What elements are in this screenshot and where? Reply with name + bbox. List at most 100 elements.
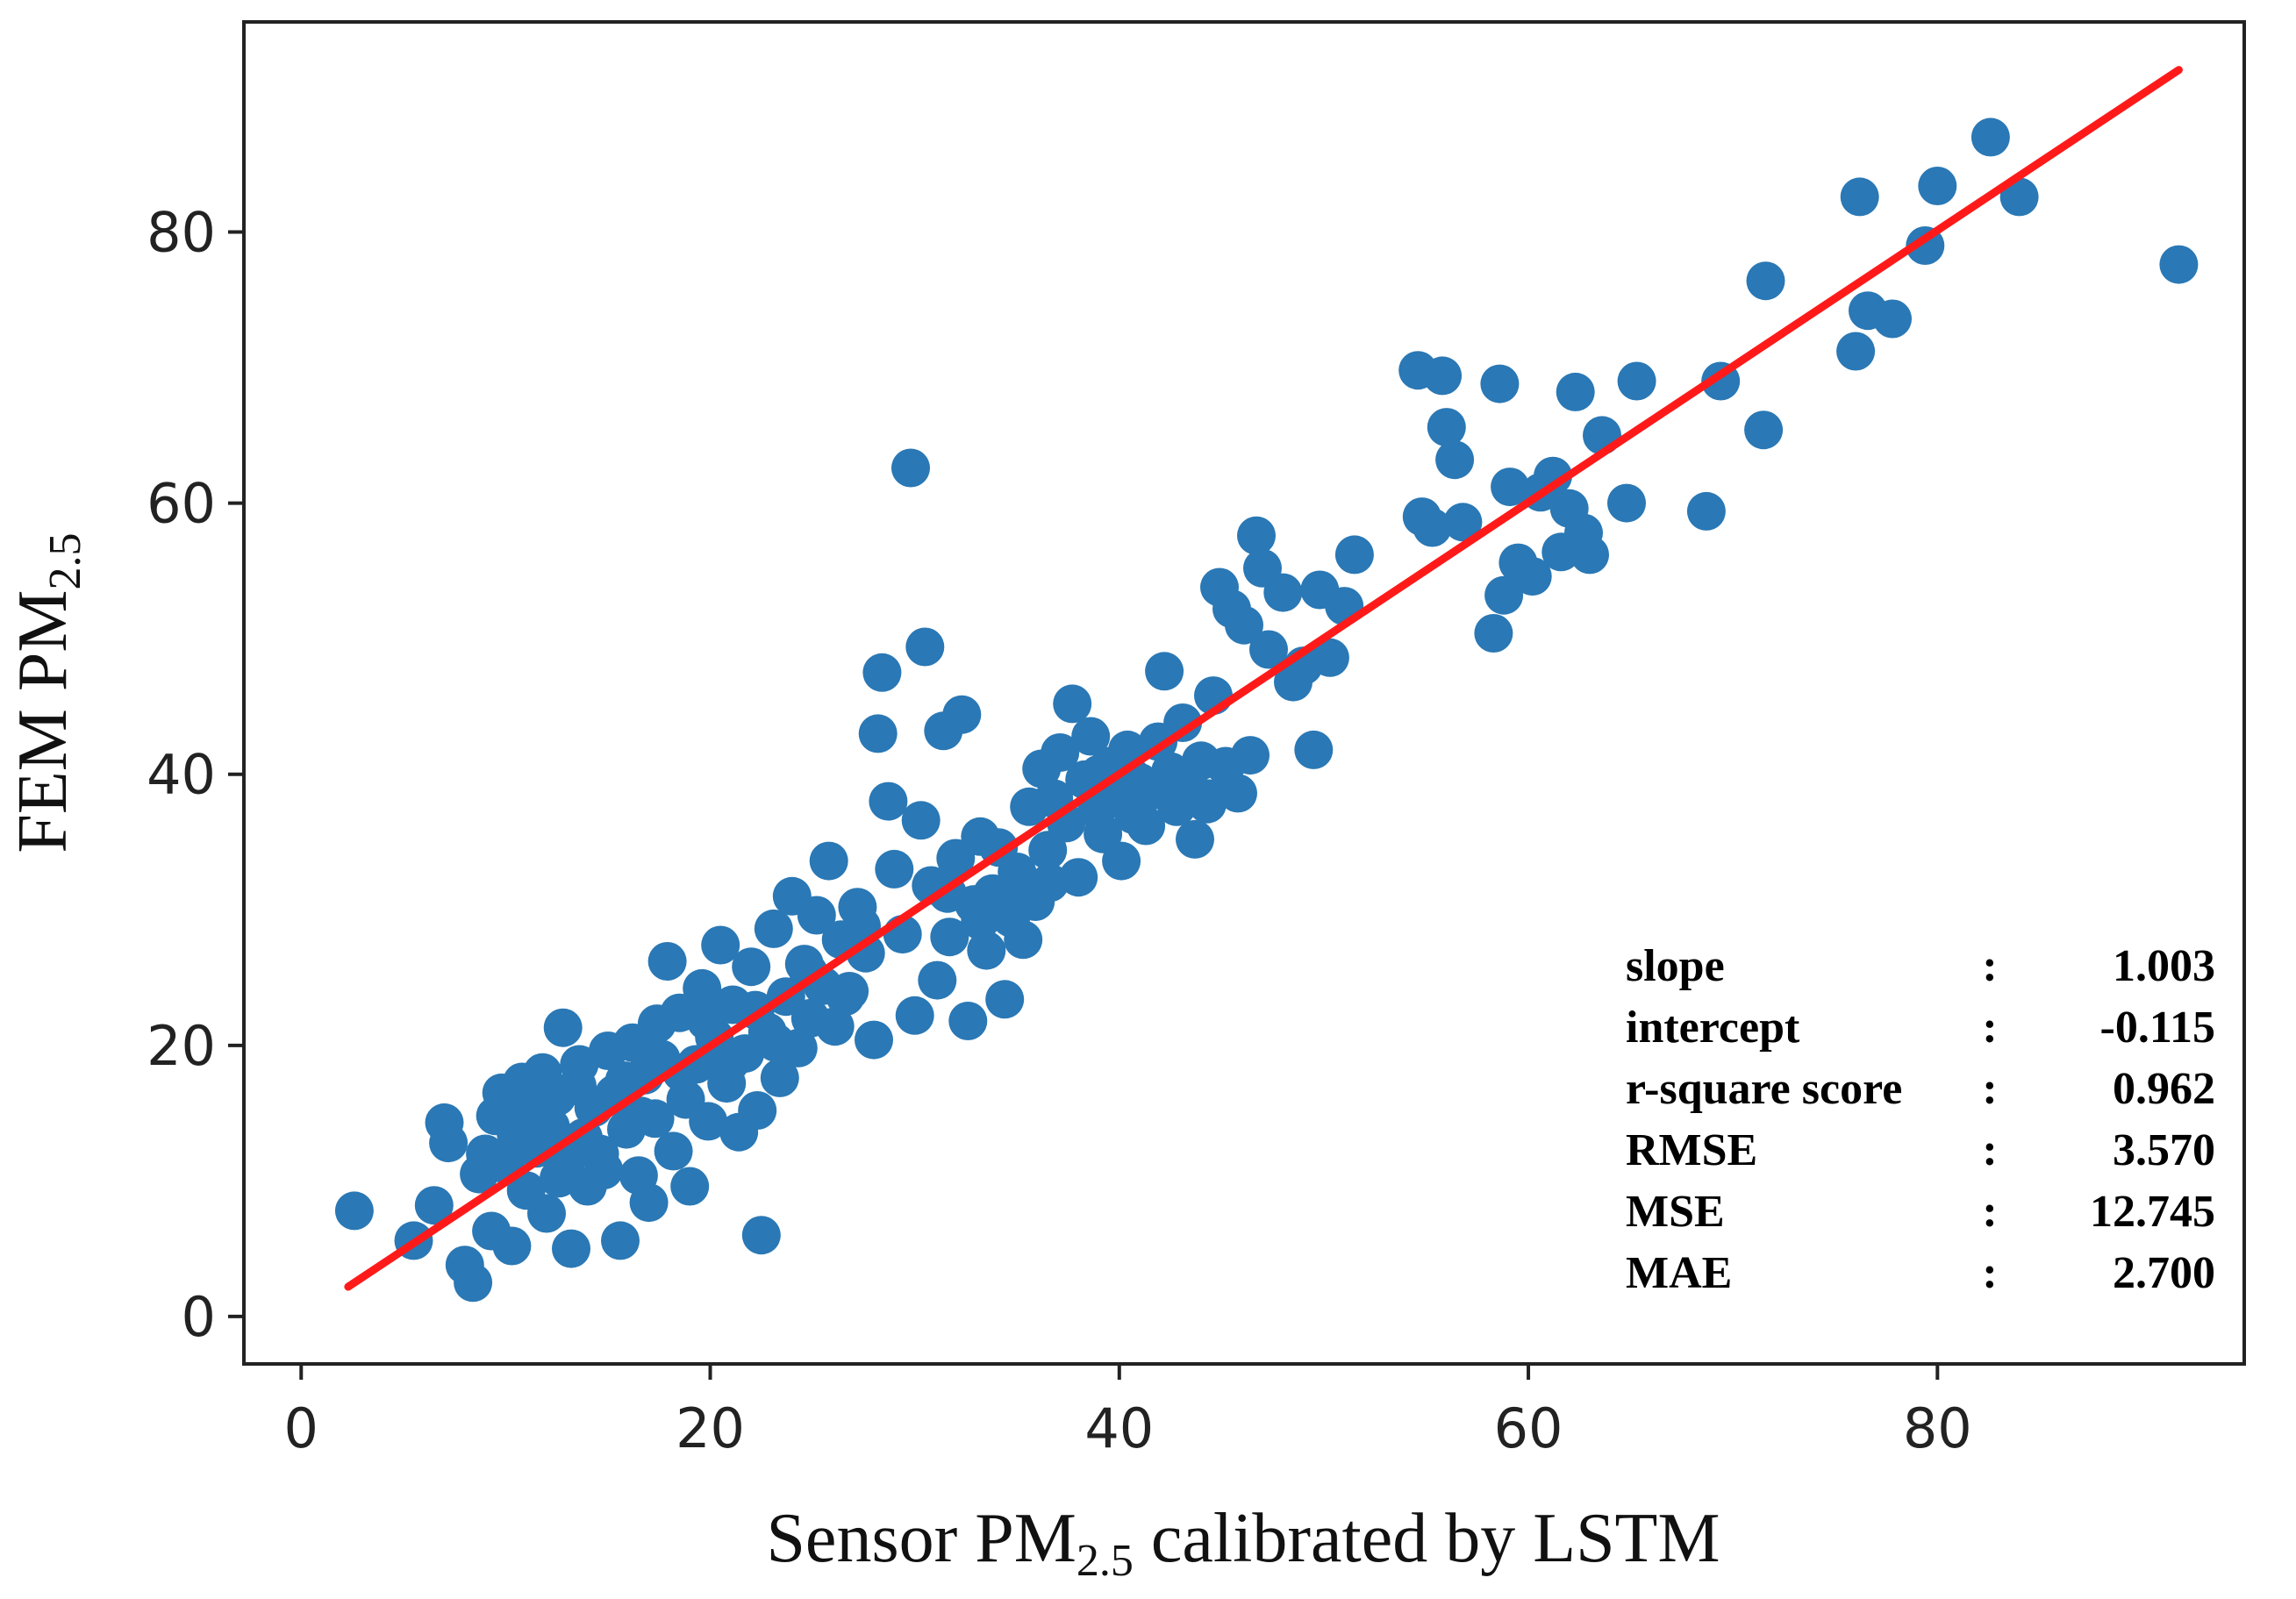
data-point bbox=[1334, 535, 1374, 575]
data-point bbox=[429, 1124, 468, 1163]
data-point bbox=[1030, 863, 1069, 903]
data-point bbox=[961, 901, 1000, 940]
data-point bbox=[741, 1216, 781, 1255]
y-tick-label: 80 bbox=[147, 201, 216, 265]
data-point bbox=[1225, 605, 1263, 645]
data-point bbox=[1423, 356, 1463, 396]
data-point bbox=[875, 849, 914, 889]
data-point bbox=[809, 841, 848, 881]
data-point bbox=[1263, 573, 1303, 612]
x-tick-label: 0 bbox=[284, 1396, 318, 1460]
data-point bbox=[1836, 332, 1876, 371]
data-point bbox=[1686, 491, 1726, 531]
data-point bbox=[1491, 468, 1530, 507]
data-point bbox=[490, 1082, 530, 1122]
stat-separator: : bbox=[1982, 1064, 1997, 1114]
data-point bbox=[1534, 456, 1572, 496]
data-point bbox=[711, 1042, 750, 1081]
stat-label: RMSE bbox=[1626, 1125, 1757, 1175]
data-point bbox=[683, 968, 722, 1008]
plot-frame bbox=[242, 20, 2246, 1366]
y-axis-title-sub: 2.5 bbox=[40, 532, 90, 589]
data-point bbox=[918, 960, 957, 1000]
data-point bbox=[1840, 177, 1879, 217]
stat-label: MSE bbox=[1626, 1187, 1725, 1237]
data-point bbox=[629, 1183, 669, 1223]
data-point bbox=[552, 1229, 590, 1268]
stats-box: slope: 1.003 intercept: -0.115 r-square scor… bbox=[1626, 941, 2215, 1298]
fit-line bbox=[344, 66, 2183, 1291]
data-point bbox=[1127, 806, 1166, 846]
data-point bbox=[584, 1151, 624, 1189]
data-point bbox=[1053, 684, 1092, 724]
x-tick-label: 40 bbox=[1084, 1396, 1154, 1460]
data-point bbox=[901, 801, 941, 840]
stat-value: 12.745 bbox=[2090, 1187, 2215, 1237]
x-tick-label: 80 bbox=[1903, 1396, 1972, 1460]
stat-value: -0.115 bbox=[2100, 1003, 2215, 1053]
data-point bbox=[492, 1226, 532, 1266]
data-point bbox=[1480, 364, 1520, 403]
data-point bbox=[967, 931, 1006, 970]
data-point bbox=[1102, 841, 1141, 881]
stat-separator: : bbox=[1982, 941, 1997, 991]
data-point bbox=[905, 627, 945, 667]
data-point bbox=[1570, 535, 1609, 575]
data-point bbox=[1112, 757, 1151, 796]
data-point bbox=[1474, 614, 1513, 653]
data-point bbox=[985, 980, 1025, 1019]
data-point bbox=[869, 782, 908, 821]
data-point bbox=[1028, 831, 1068, 870]
x-tick-label: 20 bbox=[676, 1396, 745, 1460]
data-point bbox=[930, 917, 969, 957]
data-point bbox=[543, 1008, 583, 1047]
data-point bbox=[689, 1102, 728, 1141]
data-point bbox=[1971, 118, 2010, 157]
x-axis: 0 20 40 60 80 bbox=[284, 1364, 1972, 1460]
data-point bbox=[895, 996, 934, 1035]
data-point bbox=[738, 1091, 777, 1130]
data-point bbox=[1427, 408, 1466, 447]
x-axis-title-pre: Sensor PM bbox=[766, 1500, 1076, 1577]
data-point bbox=[540, 1159, 578, 1198]
data-point bbox=[855, 1020, 893, 1060]
data-point bbox=[732, 947, 771, 987]
data-point bbox=[1059, 858, 1098, 897]
data-point bbox=[654, 1131, 693, 1171]
data-point bbox=[1294, 730, 1334, 769]
data-point bbox=[1249, 630, 1288, 669]
data-point bbox=[454, 1263, 493, 1303]
x-tick-label: 60 bbox=[1494, 1396, 1563, 1460]
data-point bbox=[1513, 557, 1552, 596]
data-point bbox=[948, 1002, 988, 1040]
data-point bbox=[701, 925, 740, 965]
data-point bbox=[1999, 177, 2039, 217]
x-axis-title-post: calibrated by LSTM bbox=[1134, 1500, 1720, 1577]
data-point bbox=[1163, 703, 1203, 742]
data-point bbox=[789, 953, 828, 992]
data-point bbox=[647, 942, 687, 981]
y-tick-label: 60 bbox=[147, 472, 216, 536]
data-point bbox=[1041, 733, 1080, 772]
data-point bbox=[621, 1096, 661, 1136]
data-point bbox=[527, 1194, 566, 1233]
data-point bbox=[1176, 819, 1214, 859]
data-point bbox=[2159, 245, 2199, 284]
y-axis: 0 20 40 60 80 bbox=[147, 201, 244, 1349]
data-point bbox=[1873, 299, 1912, 339]
data-point bbox=[993, 868, 1033, 908]
data-point bbox=[515, 1115, 554, 1154]
data-point bbox=[797, 896, 836, 935]
stat-label: intercept bbox=[1626, 1003, 1800, 1053]
data-point bbox=[670, 1167, 710, 1206]
stat-separator: : bbox=[1982, 1125, 1997, 1175]
data-point bbox=[1219, 774, 1257, 813]
data-point bbox=[1071, 717, 1111, 756]
data-point bbox=[826, 977, 865, 1017]
data-point bbox=[1443, 503, 1483, 542]
data-point bbox=[1607, 483, 1646, 523]
data-point bbox=[891, 448, 930, 488]
y-tick-label: 20 bbox=[147, 1014, 216, 1078]
